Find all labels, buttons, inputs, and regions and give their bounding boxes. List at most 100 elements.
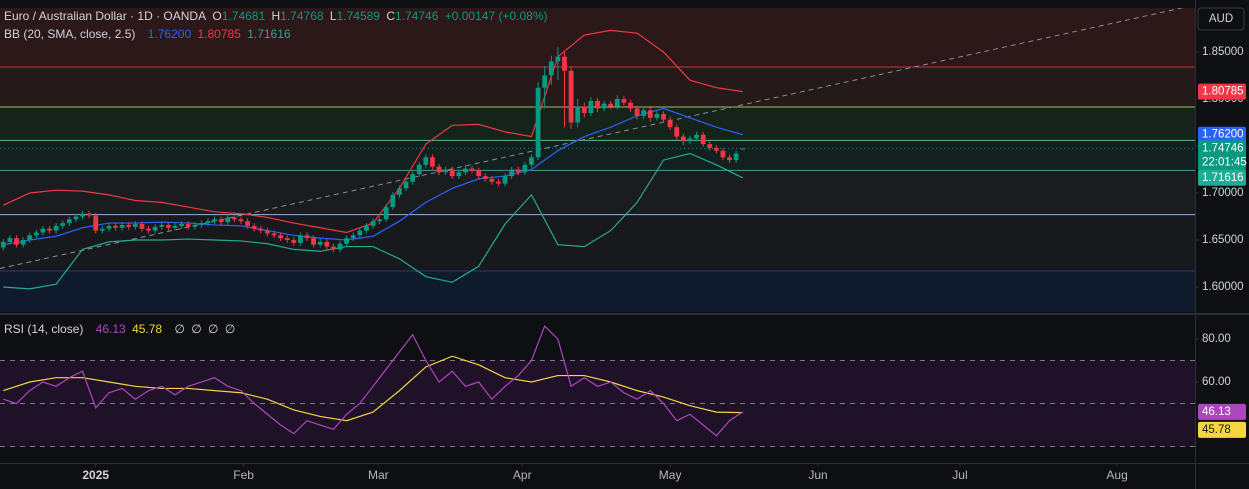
candle-body (7, 238, 13, 242)
currency: AUD (1209, 13, 1233, 25)
candle-body (106, 225, 112, 229)
ohlc-label: C (386, 9, 395, 23)
currency-box[interactable] (1197, 7, 1245, 31)
rsi-pane (0, 325, 1195, 448)
candle-body (304, 235, 310, 239)
candle-body (397, 188, 402, 195)
candle-body (661, 114, 666, 120)
rsi-line (3, 355, 743, 422)
candle-body (251, 225, 257, 229)
candle-body (628, 102, 633, 109)
indicator-extra: ∅ (191, 322, 202, 336)
x-tick-label: Apr (513, 468, 532, 482)
band-fill (0, 360, 1195, 447)
candle-body (40, 228, 46, 233)
candle-body (245, 221, 250, 226)
candle-body (331, 246, 336, 250)
candle-body (449, 169, 455, 177)
candle-body (113, 225, 118, 228)
candle-body (410, 174, 416, 182)
ohlc-value: 1.74589 (336, 9, 380, 23)
candle-body (641, 110, 647, 116)
candle-body (53, 225, 59, 231)
candle-body (298, 235, 303, 243)
indicator-title: BB (20, SMA, close, 2.5) (4, 27, 136, 41)
candle-body (172, 225, 178, 228)
price-tag (1198, 140, 1246, 171)
indicator-extra: ∅ (174, 322, 185, 336)
indicator-extra: ∅ (208, 322, 219, 336)
ohlc-value: 1.74746 (395, 9, 439, 23)
x-tick-label: Jun (808, 468, 827, 482)
rsi-legend: RSI (14, close) 46.13 45.78 ∅ ∅ ∅ ∅ (4, 322, 238, 336)
candle-body (86, 213, 92, 216)
candle-body (482, 176, 488, 179)
candle-body (264, 230, 270, 234)
candle-body (595, 100, 600, 109)
candle-body (740, 148, 746, 150)
candle-body (185, 224, 191, 227)
price-tag (1198, 403, 1246, 420)
candle-body (357, 230, 363, 236)
price-tag-label: 1.74746 (1202, 142, 1244, 154)
indicator-title: RSI (14, close) (4, 322, 84, 336)
candle-body (212, 219, 217, 222)
ohlc-value: 1.74681 (221, 9, 266, 23)
y-tick-label: 1.70000 (1202, 187, 1244, 199)
price-tag (1198, 169, 1246, 186)
trend-line (0, 8, 1185, 269)
candle-body (205, 221, 211, 224)
zone (0, 106, 1195, 141)
candle-body (126, 224, 132, 227)
candle-body (674, 127, 680, 137)
candle-body (218, 219, 224, 223)
candle-body (608, 103, 614, 107)
axes: 1.850001.800001.750001.700001.650001.600… (82, 46, 1246, 482)
candle-body (621, 98, 627, 103)
candle-body (588, 100, 594, 114)
indicator-value: 1.71616 (247, 27, 291, 41)
candle-body (614, 98, 620, 107)
zone (0, 170, 1195, 215)
candle-body (390, 194, 396, 208)
candle-body (720, 150, 726, 158)
x-tick-label: 2025 (82, 468, 109, 482)
ohlc-value: 1.74768 (280, 9, 324, 23)
candle-body (238, 219, 244, 222)
candle-body (60, 223, 66, 226)
candle-body (687, 138, 693, 142)
indicator-value: 1.80785 (197, 27, 241, 41)
x-tick-label: May (659, 468, 682, 482)
x-tick-label: Aug (1106, 468, 1127, 482)
price-pane (0, 8, 1195, 312)
candle-body (383, 207, 389, 220)
candle-body (542, 75, 548, 88)
bb-legend: BB (20, SMA, close, 2.5) 1.76200 1.80785… (4, 27, 294, 41)
candle-body (416, 164, 422, 175)
zone (0, 140, 1195, 171)
price-legend: Euro / Australian Dollar · 1D · OANDA O1… (4, 9, 550, 23)
candle-body (47, 228, 52, 231)
price-tag (1198, 83, 1246, 100)
candle-body (258, 228, 264, 231)
candle-body (562, 56, 567, 71)
candle-body (733, 153, 739, 161)
price-tag-label: 1.71616 (1202, 172, 1244, 184)
candle-body (146, 228, 151, 231)
candle-body (179, 224, 184, 226)
candle-body (20, 239, 26, 245)
candle-body (713, 147, 719, 151)
symbol-title: Euro / Australian Dollar · 1D · OANDA (4, 9, 207, 23)
candle-body (509, 169, 515, 177)
candle-body (159, 224, 165, 227)
candle-body (667, 119, 673, 128)
ohlc-label: L (329, 9, 337, 23)
candle-body (198, 223, 204, 225)
price-tag-label: 46.13 (1202, 406, 1231, 418)
candle-body (0, 241, 6, 248)
candle-body (654, 114, 660, 118)
candle-body (291, 239, 297, 243)
candle-body (370, 221, 376, 226)
candle-body (350, 235, 356, 239)
candle-body (727, 157, 732, 161)
